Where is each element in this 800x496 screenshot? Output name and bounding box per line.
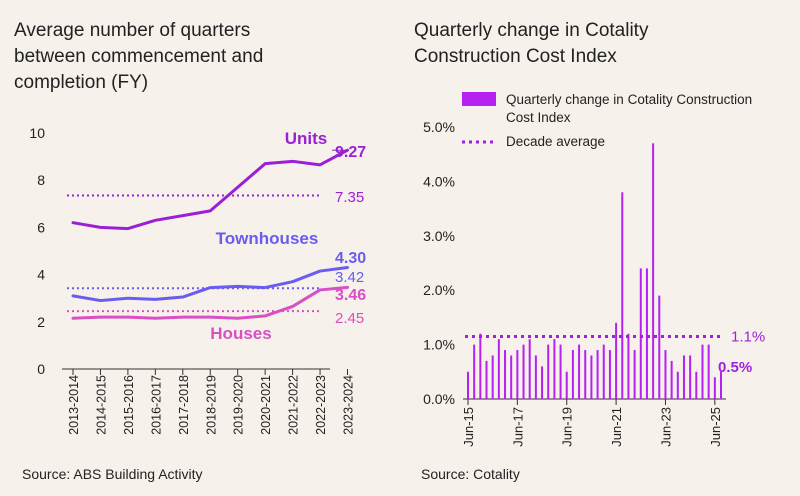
quarterly-change-bar [695, 371, 698, 399]
y-tick-label: 0 [37, 361, 45, 377]
quarterly-change-bar [596, 350, 599, 399]
legend-average-label: Decade average [506, 134, 605, 149]
townhouses-series-label: Townhouses [216, 229, 319, 248]
x-tick-label: 2016-2017 [149, 375, 163, 435]
quarterly-change-bar [608, 350, 611, 399]
townhouses-end-value: 4.30 [335, 250, 366, 267]
quarterly-change-bar [664, 350, 667, 399]
units-series-line [71, 148, 349, 231]
x-tick-label: Jun-19 [560, 407, 575, 447]
y-tick-label: 2 [37, 314, 45, 330]
quarterly-change-bar [479, 333, 482, 399]
quarterly-change-bar [491, 355, 494, 399]
y-tick-label: 5.0% [423, 119, 455, 135]
x-tick-label: 2018-2019 [204, 375, 218, 435]
x-tick-label: Jun-23 [658, 407, 673, 447]
y-tick-label: 10 [29, 125, 45, 141]
x-tick-label: 2014-2015 [94, 375, 108, 435]
units-end-value: 9.27 [335, 144, 366, 161]
quarterly-change-bar [467, 371, 469, 399]
houses-end-value: 3.46 [335, 287, 366, 304]
houses-average-label: 2.45 [335, 310, 364, 327]
quarterly-change-bar [534, 355, 537, 399]
quarterly-change-bar [485, 360, 488, 399]
legend-bar-label-line1: Quarterly change in Cotality Constructio… [506, 92, 752, 107]
quarterly-change-bar [658, 295, 661, 399]
quarterly-change-bar [633, 350, 636, 399]
y-tick-label: 8 [37, 172, 45, 188]
quarterly-change-bar [559, 344, 562, 399]
y-tick-label: 6 [37, 219, 45, 235]
quarterly-change-bar [578, 344, 581, 399]
quarterly-change-bar [615, 322, 618, 399]
latest-value-label: 0.5% [718, 359, 752, 376]
quarterly-change-bar [645, 268, 648, 399]
quarterly-change-bar [553, 339, 556, 399]
quarterly-change-bar [682, 355, 685, 399]
quarterly-change-bar [522, 344, 525, 399]
decade-average-label: 1.1% [731, 328, 765, 345]
townhouses-average-label: 3.42 [335, 269, 364, 286]
quarterly-change-bar [701, 344, 704, 399]
y-tick-label: 4.0% [423, 173, 455, 189]
x-tick-label: Jun-15 [461, 407, 476, 447]
quarterly-change-bar [528, 339, 531, 399]
quarterly-change-bar [670, 360, 673, 399]
quarterly-change-bar [720, 371, 722, 399]
units-average-label: 7.35 [335, 189, 364, 206]
x-tick-label: Jun-25 [708, 407, 723, 447]
completion-time-line-chart: 0 2 4 6 8 10 2013-2014 2014-2015 2015-2016 2016-2… [29, 125, 366, 435]
legend-bar-label-line2: Cost Index [506, 110, 571, 125]
x-tick-label: 2023-2024 [342, 375, 356, 435]
y-tick-label: 4 [37, 267, 45, 283]
x-tick-label: Jun-21 [609, 407, 624, 447]
houses-series-label: Houses [210, 324, 271, 343]
quarterly-change-bar [590, 355, 593, 399]
quarterly-change-bar [510, 355, 513, 399]
quarterly-change-bar [565, 371, 568, 399]
legend-bar-swatch [462, 92, 496, 106]
x-tick-label: 2017-2018 [177, 375, 191, 435]
x-tick-label: Jun-17 [510, 407, 525, 447]
quarterly-change-bar [473, 344, 476, 399]
right-chart-title: Quarterly change in Cotality Constructio… [414, 20, 649, 67]
quarterly-change-bar [504, 350, 507, 399]
quarterly-change-bar [547, 344, 550, 399]
y-tick-label: 3.0% [423, 228, 455, 244]
quarterly-change-bar [676, 371, 679, 399]
units-series-label: Units [285, 129, 328, 148]
quarterly-change-bar [639, 268, 642, 399]
y-tick-label: 0.0% [423, 391, 455, 407]
quarterly-change-bar [652, 143, 655, 399]
x-tick-label: 2019-2020 [232, 375, 246, 435]
houses-series-line [71, 285, 349, 320]
y-tick-label: 2.0% [423, 282, 455, 298]
quarterly-change-bar [584, 350, 587, 399]
quarterly-change-bar [627, 333, 630, 399]
x-tick-label: 2020-2021 [259, 375, 273, 435]
y-tick-label: 1.0% [423, 337, 455, 353]
quarterly-change-bar [571, 350, 574, 399]
left-chart-title: Average number of quarters between comme… [14, 20, 264, 93]
quarterly-change-bar [541, 366, 544, 399]
x-tick-label: 2013-2014 [67, 375, 81, 435]
quarterly-change-bar [713, 377, 716, 399]
quarterly-change-bar [689, 355, 692, 399]
townhouses-series-line [71, 266, 349, 303]
quarterly-change-bar [497, 339, 500, 399]
quarterly-change-bar [707, 344, 710, 399]
x-tick-label: 2015-2016 [122, 375, 136, 435]
x-tick-label: 2022-2023 [314, 375, 328, 435]
right-source-note: Source: Cotality [421, 466, 520, 482]
quarterly-change-bar [602, 344, 605, 399]
left-source-note: Source: ABS Building Activity [22, 466, 203, 482]
x-tick-label: 2021-2022 [287, 375, 301, 435]
quarterly-change-bar [621, 192, 624, 399]
quarterly-change-bar [516, 350, 519, 399]
